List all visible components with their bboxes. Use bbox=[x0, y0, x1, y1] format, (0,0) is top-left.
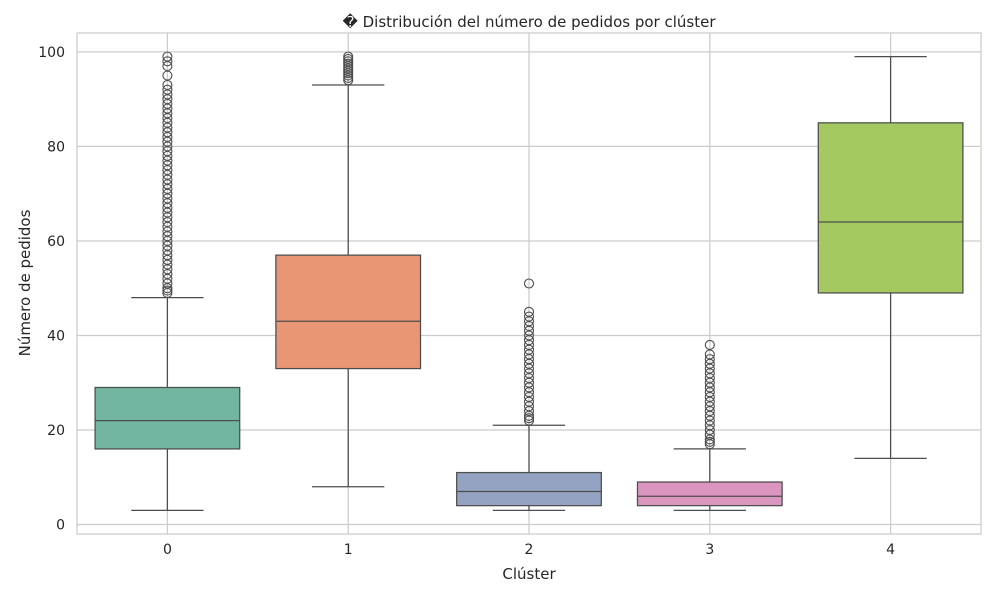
outlier-point bbox=[704, 436, 715, 447]
outlier-point bbox=[343, 56, 354, 67]
x-axis-label: Clúster bbox=[502, 565, 556, 583]
x-tick-labels: 0 1 2 3 4 bbox=[163, 542, 895, 558]
x-tick-label: 4 bbox=[886, 542, 895, 558]
outlier-point bbox=[162, 84, 173, 95]
outlier-point bbox=[162, 56, 173, 67]
outlier-point bbox=[162, 51, 173, 62]
outlier-point bbox=[704, 354, 715, 365]
y-tick-label: 100 bbox=[38, 45, 65, 61]
y-tick-label: 0 bbox=[56, 518, 65, 534]
x-tick-label: 1 bbox=[344, 542, 353, 558]
outlier-point bbox=[523, 278, 535, 289]
iqr-box bbox=[817, 122, 964, 294]
chart-title: � Distribución del número de pedidos por… bbox=[342, 13, 716, 31]
box-cluster-0 bbox=[94, 51, 241, 511]
box-cluster-1 bbox=[275, 51, 422, 488]
x-tick-label: 3 bbox=[705, 542, 714, 558]
iqr-box bbox=[636, 481, 783, 507]
boxes-group bbox=[94, 51, 964, 511]
plot-frame bbox=[76, 32, 982, 535]
iqr-box bbox=[456, 471, 602, 507]
y-tick-label: 60 bbox=[47, 234, 65, 250]
y-axis-label: Número de pedidos bbox=[16, 209, 34, 356]
outlier-point bbox=[523, 413, 535, 424]
outlier-point bbox=[523, 306, 535, 317]
box-cluster-3 bbox=[636, 339, 783, 511]
x-tick-label: 0 bbox=[163, 542, 172, 558]
y-tick-label: 40 bbox=[47, 328, 65, 344]
x-tick-label: 2 bbox=[525, 542, 534, 558]
box-cluster-2 bbox=[456, 278, 602, 511]
outlier-point bbox=[704, 339, 715, 350]
box-cluster-4 bbox=[817, 56, 964, 460]
outlier-point bbox=[343, 53, 354, 65]
y-tick-label: 20 bbox=[47, 423, 65, 439]
outlier-point bbox=[523, 311, 535, 322]
y-tick-labels: 0 20 40 60 80 100 bbox=[38, 45, 65, 534]
iqr-box bbox=[275, 254, 422, 370]
outlier-point bbox=[162, 285, 173, 296]
iqr-box bbox=[94, 386, 241, 450]
y-tick-label: 80 bbox=[47, 139, 65, 155]
outlier-point bbox=[343, 51, 354, 62]
outlier-point bbox=[343, 58, 354, 69]
